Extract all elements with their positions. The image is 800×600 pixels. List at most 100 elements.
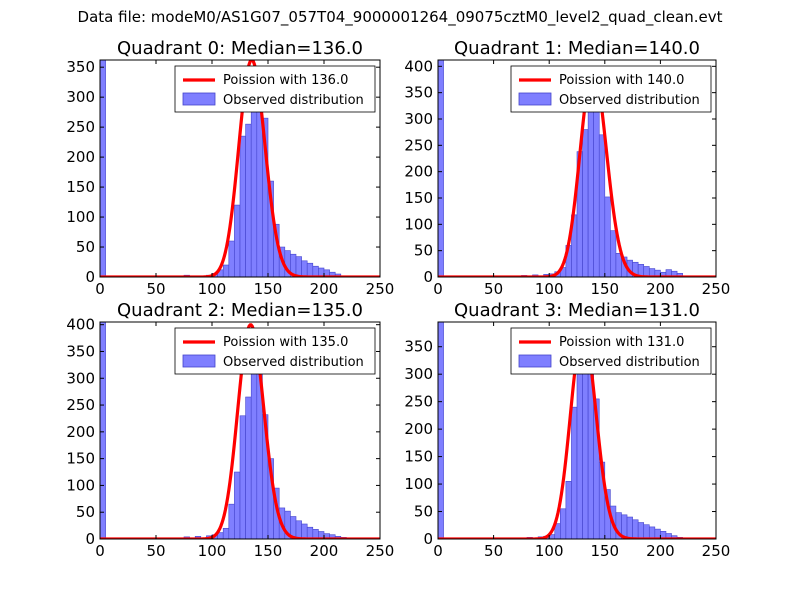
- quadrant-0-title: Quadrant 0: Median=136.0: [117, 38, 363, 59]
- y-tick-label: 250: [66, 118, 95, 136]
- poisson-curve: [438, 67, 716, 277]
- legend-entry-observed: Observed distribution: [223, 93, 364, 108]
- y-tick-label: 0: [85, 268, 95, 286]
- histogram-bar: [438, 60, 444, 277]
- y-tick-label: 400: [404, 57, 433, 75]
- x-tick-label: 0: [95, 280, 105, 298]
- y-tick-label: 200: [404, 163, 433, 181]
- histogram-bar: [228, 503, 235, 539]
- quadrant-2-chart: Quadrant 2: Median=135.0 0 50 100 150 200 250 0…: [66, 300, 394, 560]
- x-tick-label: 50: [484, 280, 503, 298]
- histogram-bar: [239, 415, 246, 539]
- quadrant-2-title: Quadrant 2: Median=135.0: [117, 300, 363, 321]
- histogram-bar: [587, 84, 594, 277]
- y-tick-label: 0: [423, 530, 433, 548]
- histogram-bar: [301, 260, 308, 277]
- y-tick-label: 50: [76, 238, 95, 256]
- y-tick-label: 100: [404, 475, 433, 493]
- y-tick-label: 150: [404, 189, 433, 207]
- histogram-bar: [582, 346, 589, 539]
- legend-entry-observed: Observed distribution: [559, 93, 700, 108]
- x-tick-label: 0: [433, 280, 443, 298]
- histogram-bar: [604, 196, 611, 277]
- y-tick-label: 0: [423, 268, 433, 286]
- x-tick-label: 100: [198, 542, 227, 560]
- histogram-bar: [306, 262, 314, 277]
- plot-frame: [437, 321, 717, 540]
- histogram-bar: [306, 526, 314, 539]
- histogram-bar: [626, 516, 633, 539]
- histogram-bar: [615, 252, 622, 277]
- quadrant-3-chart: Quadrant 3: Median=131.0 0 50 100 150 200 250 0…: [404, 300, 730, 560]
- histogram-bar: [438, 322, 444, 539]
- y-tick-label: 250: [404, 393, 433, 411]
- legend-bar-swatch: [518, 354, 552, 368]
- x-tick-label: 200: [310, 280, 339, 298]
- x-tick-label: 200: [646, 542, 675, 560]
- y-tick-label: 150: [66, 178, 95, 196]
- histogram-bar: [222, 264, 230, 277]
- histogram-bar: [245, 396, 252, 539]
- legend-bar-swatch: [182, 92, 216, 106]
- legend-bar-swatch: [182, 354, 216, 368]
- x-tick-label: 250: [366, 542, 395, 560]
- y-tick-label: 50: [414, 503, 433, 521]
- x-tick-label: 200: [310, 542, 339, 560]
- legend-entry-observed: Observed distribution: [559, 355, 700, 370]
- y-tick-label: 300: [66, 369, 95, 387]
- quadrant-1-chart: Quadrant 1: Median=140.0 0 50 100 150 200 250 0…: [404, 38, 730, 298]
- x-tick-label: 50: [484, 542, 503, 560]
- quadrant-3-title: Quadrant 3: Median=131.0: [454, 300, 700, 321]
- histogram-bar: [582, 129, 589, 277]
- y-tick-label: 100: [66, 208, 95, 226]
- histogram-bar: [234, 471, 241, 539]
- histogram-bar: [301, 523, 308, 539]
- histogram-bar: [571, 406, 578, 539]
- y-tick-label: 0: [85, 530, 95, 548]
- plot-frame: [99, 321, 381, 540]
- plot-frame: [99, 59, 381, 278]
- histogram-bar: [565, 481, 572, 539]
- y-tick-label: 250: [66, 396, 95, 414]
- x-tick-label: 50: [146, 542, 165, 560]
- y-tick-label: 350: [404, 338, 433, 356]
- histogram-bar: [560, 508, 567, 539]
- histogram-bar: [643, 524, 650, 539]
- y-tick-label: 200: [66, 423, 95, 441]
- x-tick-label: 50: [146, 280, 165, 298]
- legend-entry-observed: Observed distribution: [223, 355, 364, 370]
- histogram-bar: [250, 93, 258, 277]
- y-tick-label: 350: [66, 342, 95, 360]
- quadrant-0-chart: Quadrant 0: Median=136.0 0 50 100 150 200 250 0…: [66, 38, 394, 298]
- y-tick-label: 150: [66, 450, 95, 468]
- legend-entry-poisson: Poission with 140.0: [559, 73, 684, 88]
- histogram-bar: [312, 265, 319, 277]
- x-tick-label: 0: [433, 542, 443, 560]
- plot-frame: [437, 59, 717, 278]
- histogram-bar: [234, 204, 241, 277]
- histogram-bar: [610, 230, 617, 277]
- x-tick-label: 0: [95, 542, 105, 560]
- y-tick-label: 100: [66, 476, 95, 494]
- y-tick-label: 400: [66, 316, 95, 334]
- legend-entry-poisson: Poission with 136.0: [223, 73, 348, 88]
- histogram-bar: [295, 256, 302, 277]
- figure-title: Data file: modeM0/AS1G07_057T04_90000012…: [77, 8, 723, 26]
- x-tick-label: 250: [366, 280, 395, 298]
- histogram-bar: [593, 101, 600, 277]
- y-tick-label: 300: [66, 88, 95, 106]
- poisson-curve: [100, 60, 380, 277]
- legend-entry-poisson: Poission with 135.0: [223, 335, 348, 350]
- histogram-bar: [295, 520, 302, 539]
- histogram-bar: [576, 354, 583, 539]
- histogram-bar: [648, 526, 656, 539]
- x-tick-label: 100: [535, 542, 564, 560]
- x-tick-label: 100: [535, 280, 564, 298]
- histogram-bar: [228, 240, 235, 277]
- y-tick-label: 150: [404, 448, 433, 466]
- y-tick-label: 250: [404, 136, 433, 154]
- y-tick-label: 200: [404, 420, 433, 438]
- y-tick-label: 100: [404, 215, 433, 233]
